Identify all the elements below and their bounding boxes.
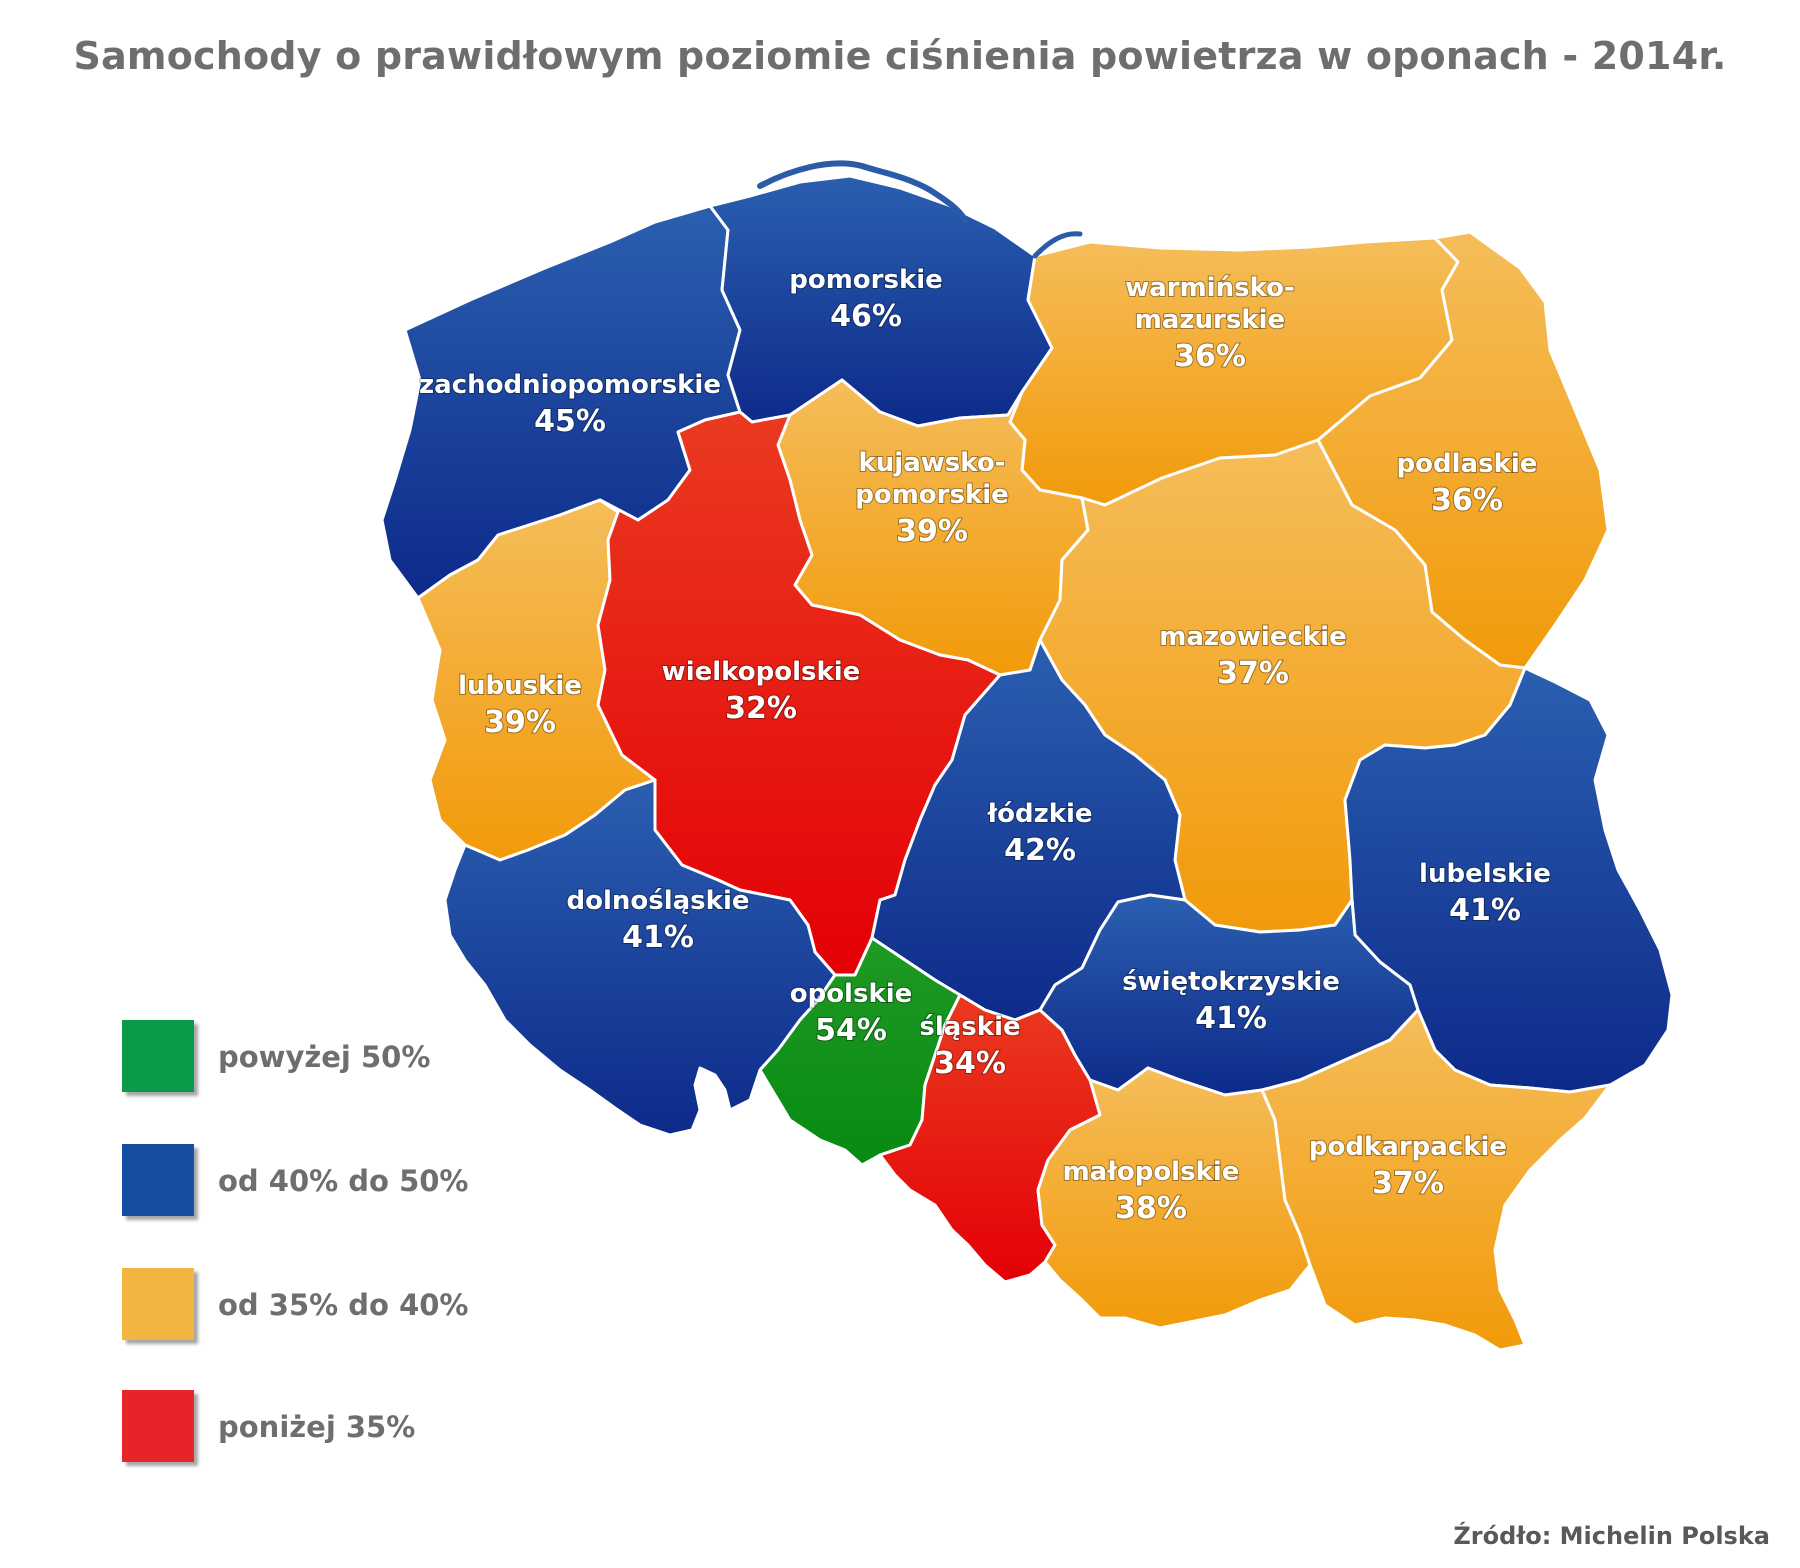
legend-label: od 40% do 50% [218,1164,469,1198]
region-value-zachodniopomorskie: 45% [534,404,606,439]
region-name-podkarpackie: podkarpackie [1309,1132,1507,1162]
region-value-opolskie: 54% [815,1013,887,1048]
region-value-warminsko-mazurskie: 36% [1174,339,1246,374]
hel-peninsula [757,160,968,223]
region-value-pomorskie: 46% [830,299,902,334]
region-value-dolnoslaskie: 41% [622,920,694,955]
region-value-lubelskie: 41% [1449,893,1521,928]
region-value-kujawsko-pomorskie: 39% [896,514,968,549]
region-podkarpackie[interactable] [1260,1008,1612,1352]
region-name-warminsko-mazurskie: mazurskie [1135,305,1285,335]
region-name-warminsko-mazurskie: warmińsko- [1125,273,1295,303]
region-name-kujawsko-pomorskie: kujawsko- [859,448,1006,478]
region-name-opolskie: opolskie [790,979,913,1009]
region-name-malopolskie: małopolskie [1063,1157,1240,1187]
legend-swatch [122,1390,194,1462]
region-value-wielkopolskie: 32% [725,691,797,726]
legend-label: od 35% do 40% [218,1288,469,1322]
region-name-podlaskie: podlaskie [1397,449,1538,479]
region-name-pomorskie: pomorskie [789,265,943,295]
region-value-podkarpackie: 37% [1372,1166,1444,1201]
legend-label: poniżej 35% [218,1410,416,1444]
region-name-slaskie: śląskie [919,1012,1020,1042]
region-name-wielkopolskie: wielkopolskie [662,657,861,687]
region-value-podlaskie: 36% [1431,483,1503,518]
region-name-dolnoslaskie: dolnośląskie [566,886,749,916]
legend-label: powyżej 50% [218,1040,431,1074]
region-dolnoslaskie[interactable] [443,778,837,1137]
legend-swatch [122,1144,194,1216]
legend-swatch [122,1268,194,1340]
region-value-lubuskie: 39% [484,705,556,740]
region-value-lodzkie: 42% [1004,833,1076,868]
region-name-swietokrzyskie: świętokrzyskie [1122,967,1340,997]
region-value-malopolskie: 38% [1115,1191,1187,1226]
region-name-kujawsko-pomorskie: pomorskie [855,480,1009,510]
region-name-lubuskie: lubuskie [458,671,582,701]
vistula-lagoon-coast [1032,231,1083,259]
source-note: Źródło: Michelin Polska [1453,1522,1770,1550]
region-name-zachodniopomorskie: zachodniopomorskie [419,370,721,400]
map-title: Samochody o prawidłowym poziomie ciśnien… [73,34,1727,78]
region-name-lubelskie: lubelskie [1419,859,1551,889]
legend-swatch [122,1020,194,1092]
region-malopolskie[interactable] [1036,1066,1312,1330]
region-value-mazowieckie: 37% [1217,656,1289,691]
region-name-mazowieckie: mazowieckie [1159,622,1346,652]
region-value-slaskie: 34% [934,1046,1006,1081]
region-value-swietokrzyskie: 41% [1195,1001,1267,1036]
region-name-lodzkie: łódzkie [986,799,1092,829]
